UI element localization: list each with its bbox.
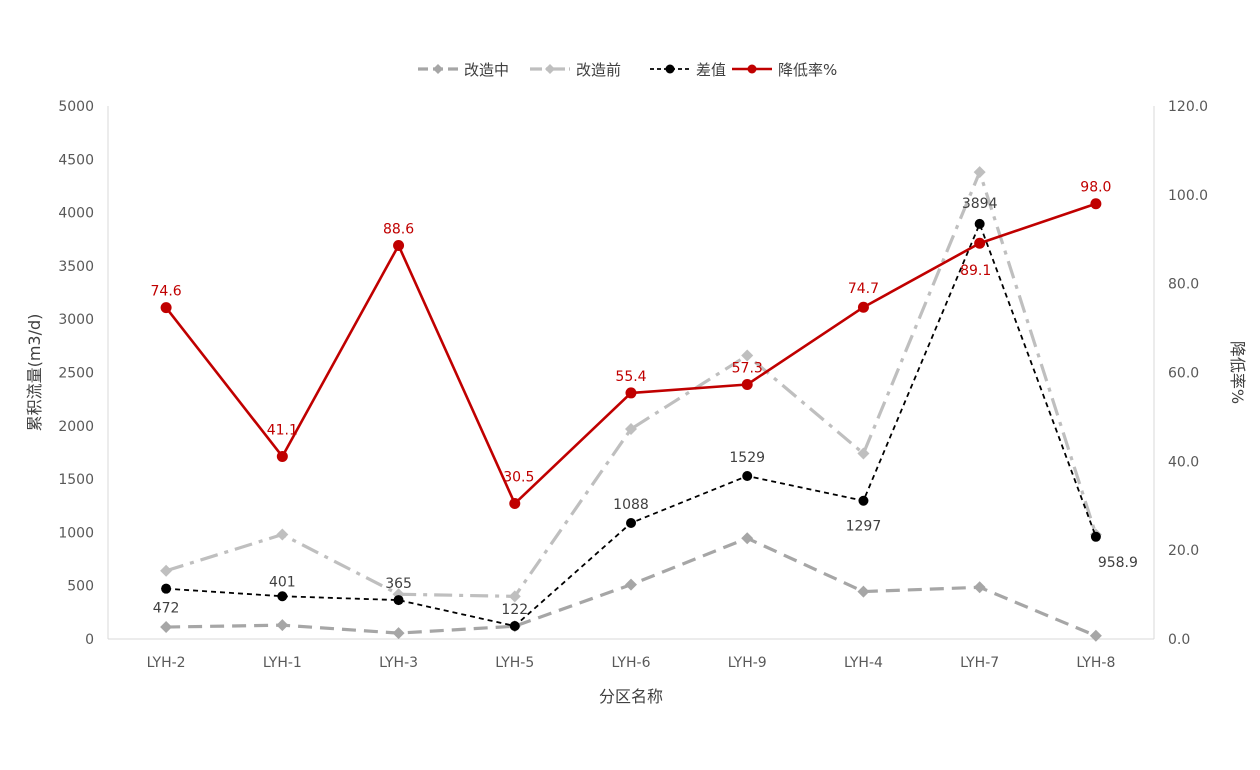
series-point-2 [277, 591, 288, 602]
series-point-0 [276, 619, 289, 632]
series-point-0 [741, 532, 754, 545]
y2-tick-label: 80.0 [1168, 277, 1199, 293]
x-tick-label: LYH-4 [844, 655, 883, 671]
series-point-3 [857, 301, 869, 313]
series-point-2 [626, 518, 636, 529]
x-tick-label: LYH-1 [263, 655, 302, 671]
data-label: 3894 [962, 196, 998, 212]
series-point-1 [160, 564, 173, 577]
data-label: 472 [153, 601, 180, 617]
series-point-2 [1090, 531, 1101, 542]
y2-axis-title: 降低率% [1228, 341, 1247, 404]
y-tick-label: 2500 [58, 366, 94, 382]
x-tick-label: LYH-9 [728, 655, 767, 671]
axes: 0 500 1000 1500 2000 2500 3000 3500 4000 4500 5000… [25, 99, 1247, 706]
data-label: 89.1 [960, 263, 991, 279]
series-point-0 [1089, 629, 1102, 642]
series-point-1 [973, 166, 986, 179]
y-tick-label: 500 [67, 579, 94, 595]
y2-tick-label: 100.0 [1168, 188, 1208, 204]
series-point-3 [393, 239, 405, 251]
data-label: 98.0 [1080, 180, 1111, 196]
data-label: 88.6 [383, 221, 414, 237]
y-tick-label: 4500 [58, 152, 94, 168]
x-tick-label: LYH-3 [379, 655, 418, 671]
data-label: 74.7 [848, 281, 879, 297]
series-point-1 [857, 447, 870, 460]
series-point-3 [741, 378, 753, 390]
y-tick-label: 3000 [58, 312, 94, 328]
data-label: 41.1 [267, 422, 298, 438]
data-label: 122 [501, 602, 528, 618]
series-point-2 [858, 495, 869, 506]
legend-label: 改造中 [464, 61, 509, 79]
data-labels: 472 401 365 122 1088 1529 1297 3894 958.9 74.6 41.… [151, 180, 1138, 618]
y-axis-title: 累积流量(m3/d) [25, 314, 44, 432]
y2-tick-label: 60.0 [1168, 366, 1199, 382]
x-tick-label: LYH-8 [1076, 655, 1115, 671]
series-point-0 [857, 585, 870, 598]
x-axis-title: 分区名称 [599, 687, 663, 706]
data-label: 1088 [613, 497, 649, 513]
series-point-2 [509, 620, 520, 631]
data-label: 57.3 [732, 360, 763, 376]
legend-label: 差值 [696, 61, 726, 79]
y-tick-label: 2000 [58, 419, 94, 435]
series-point-0 [392, 627, 405, 640]
legend-label: 降低率% [778, 61, 837, 79]
series-point-0 [973, 581, 986, 594]
legend-marker-1 [545, 64, 555, 74]
series-point-1 [741, 349, 754, 362]
y-tick-label: 1500 [58, 472, 94, 488]
series-point-2 [742, 471, 753, 482]
x-tick-label: LYH-7 [960, 655, 999, 671]
data-label: 401 [269, 574, 296, 590]
y-tick-label: 5000 [58, 99, 94, 115]
series-point-2 [974, 218, 985, 229]
y-tick-label: 3500 [58, 259, 94, 275]
legend-marker-0 [433, 64, 443, 74]
data-label: 958.9 [1098, 555, 1138, 571]
data-label: 74.6 [151, 284, 182, 300]
plot-area [160, 166, 1102, 642]
series-point-1 [625, 422, 637, 435]
series-point-3 [276, 450, 288, 462]
series-point-3 [509, 498, 521, 510]
series-point-1 [276, 528, 289, 541]
series-point-1 [508, 590, 521, 603]
x-tick-label: LYH-2 [147, 655, 186, 671]
legend: 改造中 改造前 差值 降低率% [418, 61, 837, 79]
series-point-3 [1090, 198, 1102, 210]
legend-marker-2 [665, 64, 675, 74]
series-point-0 [160, 621, 173, 634]
data-label: 1297 [846, 519, 882, 535]
data-label: 365 [385, 576, 412, 592]
y-tick-label: 4000 [58, 206, 94, 222]
series-point-2 [393, 595, 404, 606]
series-point-2 [161, 583, 172, 594]
series-point-3 [160, 302, 172, 314]
series-point-3 [974, 237, 986, 249]
series-point-0 [625, 578, 637, 591]
y2-tick-label: 0.0 [1168, 632, 1190, 648]
y2-tick-label: 120.0 [1168, 99, 1208, 115]
data-label: 30.5 [503, 470, 534, 486]
series-point-3 [625, 387, 637, 399]
data-label: 1529 [729, 450, 765, 466]
y2-tick-label: 20.0 [1168, 543, 1199, 559]
data-label: 55.4 [615, 369, 646, 385]
y-tick-label: 0 [85, 632, 94, 648]
y2-tick-label: 40.0 [1168, 454, 1199, 470]
x-tick-label: LYH-5 [495, 655, 534, 671]
legend-label: 改造前 [576, 61, 621, 79]
x-tick-label: LYH-6 [612, 655, 651, 671]
y-tick-label: 1000 [58, 525, 94, 541]
legend-marker-3 [747, 64, 757, 74]
